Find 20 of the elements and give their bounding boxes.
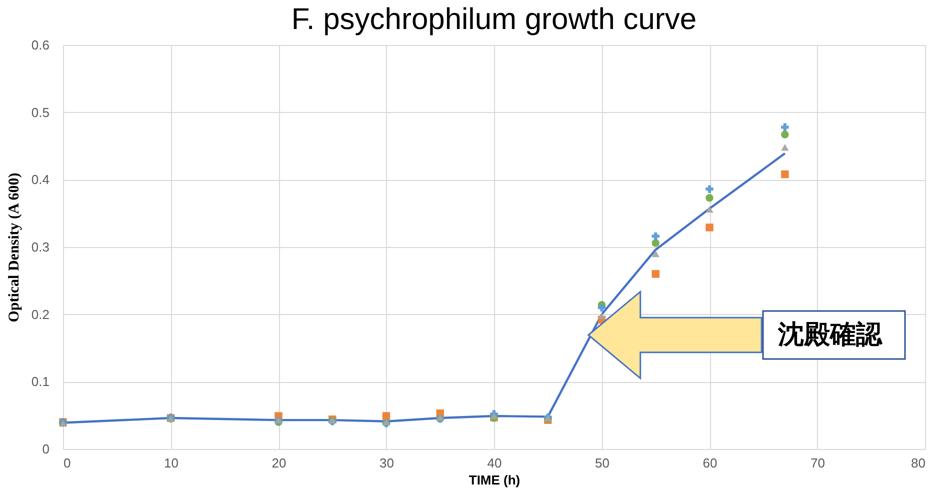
x-tick-label: 40: [487, 456, 502, 470]
x-axis-title: TIME (h): [468, 472, 520, 488]
x-tick-label: 10: [164, 456, 178, 470]
y-tick-label: 0: [42, 442, 50, 456]
y-axis-title: Optical Density (A 600): [6, 172, 22, 322]
chart-title: F. psychrophilum growth curve: [291, 3, 697, 36]
annotation: 沈殿確認: [777, 319, 883, 349]
x-tick-label: 70: [810, 456, 825, 470]
x-tick-label: 0: [64, 456, 71, 470]
x-tick-label: 50: [595, 456, 610, 470]
x-tick-label: 30: [380, 456, 394, 470]
x-tick-label: 60: [702, 456, 718, 470]
y-tick-label: 0.4: [31, 172, 50, 188]
y-tick-label: 0.1: [31, 374, 50, 390]
y-tick-label: 0.5: [31, 104, 50, 120]
y-tick-label: 0.6: [31, 38, 50, 52]
y-tick-label: 0.3: [31, 240, 50, 254]
x-tick-label: 20: [272, 456, 286, 470]
x-tick-label: 80: [911, 456, 926, 470]
y-tick-label: 0.2: [31, 306, 50, 322]
